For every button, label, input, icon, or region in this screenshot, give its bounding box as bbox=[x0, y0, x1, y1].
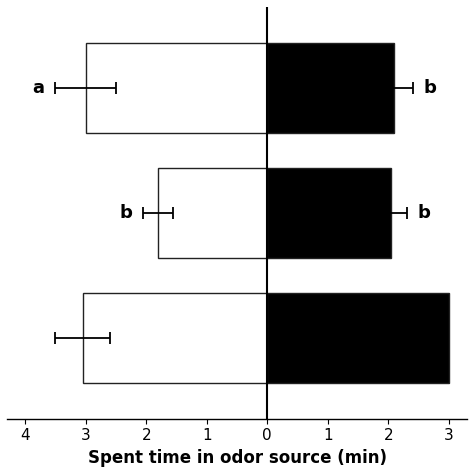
Text: a: a bbox=[33, 79, 45, 97]
X-axis label: Spent time in odor source (min): Spent time in odor source (min) bbox=[88, 449, 386, 467]
Bar bbox=[267, 43, 394, 133]
Bar bbox=[86, 43, 267, 133]
Bar bbox=[82, 293, 267, 383]
Text: b: b bbox=[418, 204, 430, 222]
Bar bbox=[158, 168, 267, 258]
Text: b: b bbox=[423, 79, 437, 97]
Text: b: b bbox=[119, 204, 132, 222]
Bar bbox=[267, 168, 392, 258]
Bar bbox=[267, 293, 449, 383]
